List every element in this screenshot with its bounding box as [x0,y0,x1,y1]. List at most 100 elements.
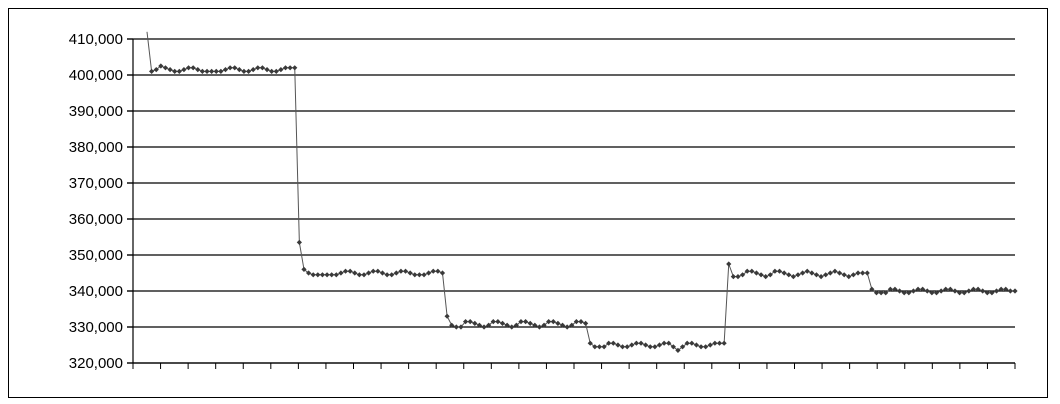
data-point-marker [823,272,829,278]
data-point-marker [906,290,912,296]
data-point-marker [578,319,584,325]
data-point-marker [162,65,169,71]
data-point-marker [569,322,575,328]
data-point-marker [624,344,630,350]
data-point-marker [213,68,219,74]
data-point-marker [149,68,155,74]
data-point-marker [601,344,607,350]
data-point-marker [661,340,667,346]
data-point-marker [938,288,944,294]
data-point-marker [158,63,164,69]
y-tick-label: 380,000 [69,139,123,156]
data-point-marker [818,274,824,280]
data-point-marker [892,286,898,292]
data-point-marker [227,65,233,71]
data-point-marker [1012,288,1018,294]
data-point-marker [319,272,326,278]
data-point-marker [975,286,981,292]
data-point-marker [675,347,681,353]
data-point-marker [993,288,1000,294]
data-point-marker [707,342,713,348]
data-point-marker [199,68,206,74]
data-point-marker [753,270,760,276]
data-point-marker [245,68,252,74]
data-point-marker [310,272,316,278]
data-point-marker [924,288,930,294]
data-point-marker [527,320,533,326]
data-point-marker [292,65,298,71]
data-point-marker [910,288,917,294]
data-point-marker [652,344,658,350]
data-point-marker [393,270,399,276]
data-point-marker [970,286,977,292]
data-point-marker [573,319,579,325]
data-point-marker [749,268,755,274]
data-point-marker [204,68,210,74]
data-point-marker [278,67,284,73]
data-point-marker [809,270,815,276]
data-point-marker [730,274,736,280]
data-point-marker [398,268,404,274]
data-point-marker [536,324,543,330]
data-point-marker [643,342,649,348]
data-point-marker [462,319,469,325]
data-point-marker [998,286,1004,292]
data-point-marker [375,268,381,274]
axes [132,39,1015,364]
data-point-marker [282,65,289,71]
data-point-marker [726,261,732,267]
data-point-marker [873,290,880,296]
data-point-marker [522,319,529,325]
data-point-marker [583,320,589,326]
data-point-marker [772,268,778,274]
data-point-marker [952,288,958,294]
data-point-marker [933,290,940,296]
data-point-marker [896,288,903,294]
data-point-marker [361,272,367,278]
data-point-marker [195,67,201,73]
x-tick-marks [132,363,1016,369]
y-tick-label: 340,000 [69,283,123,300]
data-point-marker [255,65,261,71]
data-point-marker [855,270,861,276]
data-point-marker [689,340,695,346]
data-point-marker [518,319,524,325]
data-point-marker [426,270,432,276]
data-point-marker [656,342,663,348]
data-point-marker [416,272,423,278]
data-point-marker [1007,288,1013,294]
data-point-marker [250,67,256,73]
data-point-marker [495,319,501,325]
data-point-marker [619,344,626,350]
data-point-marker [564,324,570,330]
data-point-marker [444,313,450,319]
data-point-marker [869,286,875,292]
y-tick-label: 360,000 [69,211,123,228]
series-markers [149,63,1018,353]
data-point-marker [592,344,598,350]
data-point-marker [929,290,935,296]
data-point-marker [587,340,593,346]
chart-frame [8,8,1048,398]
data-point-marker [509,324,515,330]
data-point-marker [836,270,843,276]
data-point-marker [181,67,187,73]
data-point-marker [273,68,279,74]
data-point-marker [767,272,773,278]
data-point-marker [841,272,847,278]
gridlines [127,38,1015,364]
data-point-marker [356,272,362,278]
data-point-marker [472,320,478,326]
data-point-marker [435,268,441,274]
data-point-marker [407,270,413,276]
data-point-marker [236,67,242,73]
data-point-marker [864,270,870,276]
data-point-marker [758,272,764,278]
data-point-marker [532,322,538,328]
data-point-marker [693,342,700,348]
data-point-marker [467,319,473,325]
data-point-marker [860,270,866,276]
data-point-marker [176,68,182,74]
data-point-marker [384,272,390,278]
